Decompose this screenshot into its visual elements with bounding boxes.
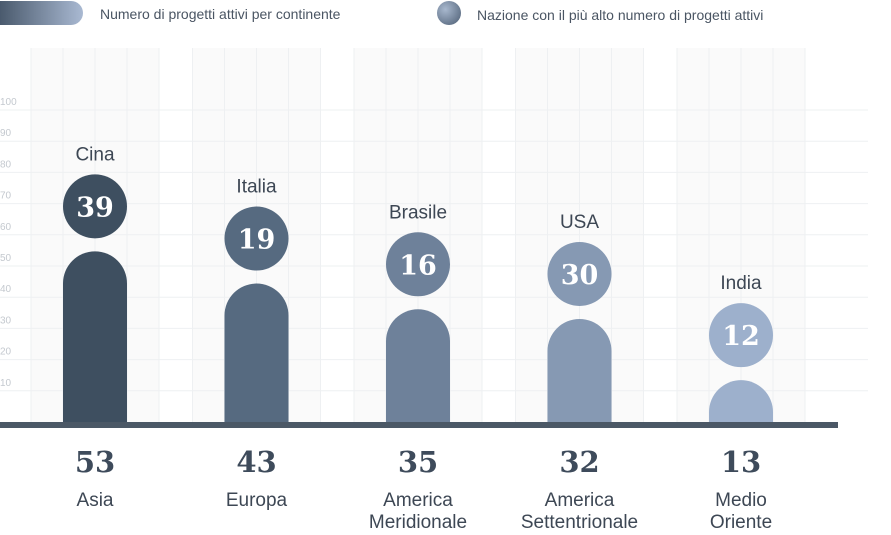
y-tick-label: 20 xyxy=(0,347,12,358)
total-value: 32 xyxy=(559,445,599,479)
y-tick-label: 10 xyxy=(0,378,12,389)
country-label: Cina xyxy=(75,144,115,165)
category-label: Europa xyxy=(226,490,288,511)
bubble-country xyxy=(547,241,612,306)
bar-continent xyxy=(709,380,773,422)
legend-label-country: Nazione con il più alto numero di proget… xyxy=(477,7,763,23)
country-label: USA xyxy=(560,212,599,233)
bubble-country xyxy=(386,232,450,297)
y-tick-label: 60 xyxy=(0,222,12,233)
y-tick-label: 80 xyxy=(0,159,12,170)
y-tick-label: 100 xyxy=(0,97,17,108)
bubble-value: 30 xyxy=(561,260,599,291)
bubble-value: 39 xyxy=(76,192,114,223)
bubble-value: 12 xyxy=(722,321,760,352)
category-label: Medio Oriente xyxy=(710,490,772,533)
country-label: Brasile xyxy=(389,202,447,223)
legend-swatch-continent xyxy=(0,1,83,25)
category-label: America Meridionale xyxy=(369,490,467,533)
bubble-value: 16 xyxy=(399,250,437,281)
total-value: 43 xyxy=(236,445,276,479)
y-tick-label: 70 xyxy=(0,191,12,202)
category-label: Asia xyxy=(77,490,114,511)
y-axis-ticks: 10 20 30 40 50 60 70 80 90 100 xyxy=(0,97,17,389)
legend-swatch-country xyxy=(437,1,461,25)
y-tick-label: 30 xyxy=(0,315,12,326)
bar-continent xyxy=(63,251,127,422)
y-tick-label: 50 xyxy=(0,253,12,264)
y-tick-label: 90 xyxy=(0,128,12,139)
country-label: Italia xyxy=(236,177,277,198)
y-tick-label: 40 xyxy=(0,284,12,295)
bars xyxy=(63,174,773,422)
bar-continent xyxy=(224,283,289,422)
legend-label-continent: Numero di progetti attivi per continente xyxy=(100,6,341,22)
legend: Numero di progetti attivi per continente… xyxy=(0,1,763,25)
baseline xyxy=(0,422,838,428)
bubble-country xyxy=(224,206,289,271)
bar-continent xyxy=(547,318,612,422)
total-value: 53 xyxy=(75,445,115,479)
total-value: 35 xyxy=(398,445,438,479)
bubble-value: 19 xyxy=(238,225,276,256)
bubble-country xyxy=(709,303,773,368)
total-value: 13 xyxy=(721,445,761,479)
bar-continent xyxy=(386,309,450,422)
country-label: India xyxy=(720,273,762,294)
category-label: America Settentrionale xyxy=(521,490,638,533)
bubble-country xyxy=(63,174,127,239)
labels: 39 Cina 53 Asia 19 Italia 43 Europa 16 Brasile 35 A… xyxy=(75,144,772,533)
